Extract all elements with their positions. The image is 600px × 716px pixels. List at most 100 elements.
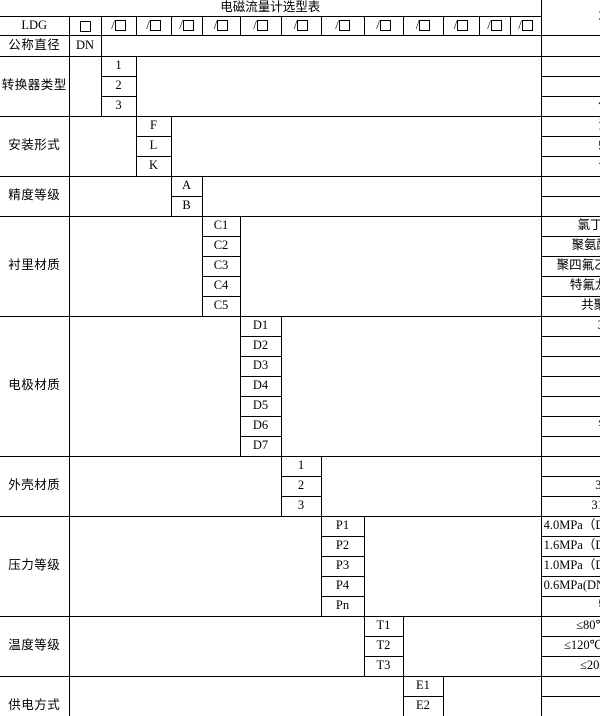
code-cell[interactable]: A xyxy=(170,175,203,197)
description-cell: 特殊定制 xyxy=(540,595,600,617)
code-cell[interactable]: D1 xyxy=(239,315,282,337)
description-cell: 哈C电极 xyxy=(540,375,600,397)
table-row: 安装形式 F 法兰安装 xyxy=(0,115,600,177)
code-box-square xyxy=(256,20,268,32)
spacer-right xyxy=(100,34,542,57)
code-box-square xyxy=(521,20,533,32)
spacer-right xyxy=(135,55,542,117)
code-box-1[interactable]: / xyxy=(100,15,137,36)
table-row: 温度等级 T1 ≤80℃（CR/PU） xyxy=(0,615,600,677)
code-cell[interactable]: C5 xyxy=(201,295,241,317)
table-row: 压力等级 P1 4.0MPa（DN10~150） xyxy=(0,515,600,617)
spacer-left xyxy=(68,615,365,677)
spacer-right xyxy=(363,515,542,617)
code-box-square xyxy=(114,20,126,32)
table-row: 电极材质 D1 316L电极 xyxy=(0,315,600,457)
code-cell[interactable]: B xyxy=(170,195,203,217)
code-cell[interactable]: 2 xyxy=(280,475,322,497)
description-column-header: 功能说明 xyxy=(540,0,600,36)
code-cell[interactable]: Pn xyxy=(320,595,365,617)
code-cell[interactable]: F xyxy=(135,115,172,137)
code-cell[interactable]: P3 xyxy=(320,555,365,577)
category-6: 外壳材质 xyxy=(0,455,70,517)
model-code-row: LDG / / / / / / / / / / / / xyxy=(0,15,600,36)
code-box-3[interactable]: / xyxy=(170,15,203,36)
table-row: T2 ≤120℃（PTEP/FEP） xyxy=(0,635,600,657)
code-cell[interactable]: E1 xyxy=(402,675,444,697)
code-box-11[interactable]: / xyxy=(478,15,511,36)
code-cell[interactable]: 1 xyxy=(280,455,322,477)
table-row: Pn 特殊定制 xyxy=(0,595,600,617)
description-cell: 一体式 xyxy=(540,55,600,77)
slash-glyph: / xyxy=(415,16,420,32)
code-box-6[interactable]: / xyxy=(280,15,322,36)
table-row: 2 分体式 xyxy=(0,75,600,97)
description-cell: 铂铱电极 xyxy=(540,415,600,437)
description-cell: 1.0级 xyxy=(540,195,600,217)
code-cell[interactable]: 2 xyxy=(100,75,137,97)
code-cell[interactable]: T3 xyxy=(363,655,404,677)
spacer-left xyxy=(68,455,282,517)
description-cell: 低功耗式 xyxy=(540,95,600,117)
code-cell[interactable]: D4 xyxy=(239,375,282,397)
code-cell[interactable]: C4 xyxy=(201,275,241,297)
table-row: K 卡箍安装 xyxy=(0,155,600,177)
description-cell: 氯丁橡胶（CR） xyxy=(540,215,600,237)
slash-glyph: / xyxy=(376,16,380,32)
category-1: 转换器类型 xyxy=(0,55,70,117)
code-cell[interactable]: D5 xyxy=(239,395,282,417)
slash-glyph: / xyxy=(146,16,150,32)
code-box-square xyxy=(419,20,431,32)
code-cell[interactable]: T1 xyxy=(363,615,404,637)
code-cell[interactable]: D6 xyxy=(239,415,282,437)
category-9: 供电方式 xyxy=(0,675,70,716)
code-cell[interactable]: P2 xyxy=(320,535,365,557)
code-cell[interactable]: 3 xyxy=(280,495,322,517)
code-cell[interactable]: P4 xyxy=(320,575,365,597)
code-cell[interactable]: T2 xyxy=(363,635,404,657)
code-box-5[interactable]: / xyxy=(239,15,282,36)
code-box-8[interactable]: / xyxy=(363,15,404,36)
description-cell: 220VAC xyxy=(540,675,600,697)
code-cell[interactable]: 3 xyxy=(100,95,137,117)
code-box-10[interactable]: / xyxy=(442,15,480,36)
description-cell: 0.5级 xyxy=(540,175,600,197)
code-box-2[interactable]: / xyxy=(135,15,172,36)
code-cell[interactable]: C1 xyxy=(201,215,241,237)
table-row: D7 碳化钨 xyxy=(0,435,600,457)
code-cell[interactable]: 1 xyxy=(100,55,137,77)
code-box-4[interactable]: / xyxy=(201,15,241,36)
code-cell[interactable]: K xyxy=(135,155,172,177)
code-cell[interactable]: E2 xyxy=(402,695,444,716)
description-cell: 哈B电极 xyxy=(540,355,600,377)
code-cell[interactable]: D7 xyxy=(239,435,282,457)
code-cell[interactable]: L xyxy=(135,135,172,157)
code-box-square xyxy=(297,20,309,32)
description-cell: 316L电极 xyxy=(540,315,600,337)
code-box-7[interactable]: / xyxy=(320,15,365,36)
spacer-left xyxy=(68,315,241,457)
slash-glyph: / xyxy=(293,16,298,32)
code-box-square xyxy=(379,20,391,32)
code-cell[interactable]: D2 xyxy=(239,335,282,357)
slash-glyph: / xyxy=(213,16,218,32)
spacer-right xyxy=(402,615,542,677)
spacer-left xyxy=(68,675,404,716)
slash-glyph: / xyxy=(253,16,257,32)
slash-glyph: / xyxy=(111,16,115,32)
code-box-0[interactable] xyxy=(68,15,102,36)
table-row: C4 特氟龙（F46/FEP） xyxy=(0,275,600,297)
table-row: 转换器类型 1 一体式 xyxy=(0,55,600,117)
title-row: 电磁流量计选型表功能说明 xyxy=(0,0,600,36)
code-cell[interactable]: DN xyxy=(68,34,102,57)
code-cell[interactable]: C3 xyxy=(201,255,241,277)
code-box-9[interactable]: / xyxy=(402,15,444,36)
description-cell: 法兰安装 xyxy=(540,115,600,137)
code-cell[interactable]: P1 xyxy=(320,515,365,537)
code-box-12[interactable]: / xyxy=(509,15,542,36)
code-cell[interactable]: D3 xyxy=(239,355,282,377)
code-cell[interactable]: C2 xyxy=(201,235,241,257)
